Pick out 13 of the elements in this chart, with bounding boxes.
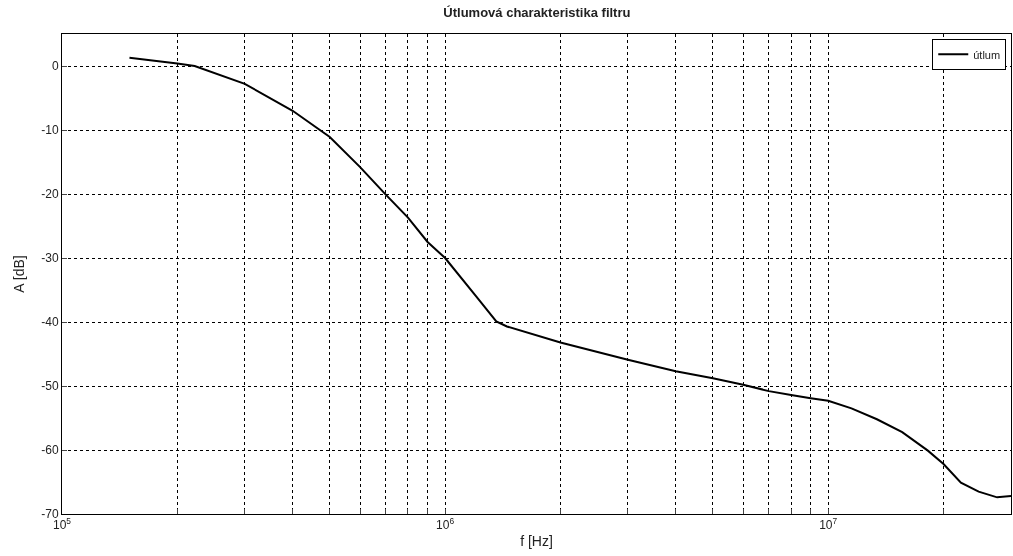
x-axis-title: f [Hz] <box>520 532 553 549</box>
y-tick-label: -30 <box>41 251 59 266</box>
chart-title: Útlumová charakteristika filtru <box>443 5 631 21</box>
y-tick-label: -40 <box>41 315 59 330</box>
y-tick-label: -10 <box>41 123 59 138</box>
y-tick-label: -20 <box>41 187 59 202</box>
legend-label: útlum <box>973 48 1001 61</box>
y-tick-label: -60 <box>41 443 59 458</box>
x-tick-label: 10$^{6}$ <box>436 516 455 533</box>
x-tick-label: 10$^{7}$ <box>819 516 838 533</box>
y-tick-label: 0 <box>51 59 59 74</box>
y-axis-title: A [dB] <box>11 255 27 293</box>
y-tick-label: -50 <box>41 379 59 394</box>
